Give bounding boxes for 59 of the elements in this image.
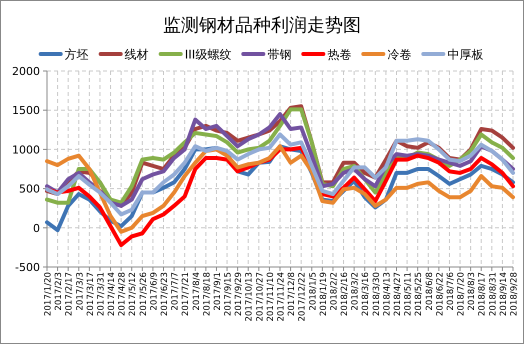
- x-tick-label: 2017/4/28: [118, 272, 128, 316]
- x-tick-label: 2017/5/26: [138, 272, 149, 316]
- x-tick-label: 2017/11/10: [266, 272, 276, 322]
- x-tick-label: 2017/7/21: [181, 272, 192, 316]
- y-tick-label: 1500: [12, 104, 40, 118]
- y-tick-label: -500: [15, 261, 40, 274]
- y-tick-label: 0: [33, 222, 40, 235]
- chart-title: 监测钢材品种利润走势图: [163, 15, 361, 36]
- x-tick-label: 2017/6/23: [160, 272, 170, 316]
- x-tick-label: 2017/10/27: [255, 272, 266, 322]
- x-tick-label: 2017/2/3: [54, 272, 64, 311]
- x-tick-label: 2017/4/14: [107, 272, 118, 316]
- x-tick-label: 2018/4/13: [382, 272, 392, 316]
- x-tick-label: 2017/10/13: [244, 272, 255, 322]
- x-tick-label: 2017/11/24: [276, 272, 286, 322]
- legend-label: 带钢: [267, 48, 292, 62]
- x-tick-label: 2018/8/3: [467, 272, 478, 311]
- legend-label: 线材: [124, 48, 149, 62]
- x-tick-label: 2017/9/1: [212, 272, 223, 311]
- x-tick-label: 2018/5/11: [404, 272, 414, 316]
- x-tick-label: 2018/6/8: [424, 272, 435, 311]
- x-tick-label: 2018/8/17: [478, 272, 488, 316]
- x-tick-label: 2017/12/22: [298, 272, 308, 322]
- x-tick-label: 2018/3/16: [361, 272, 372, 316]
- x-tick-label: 2017/8/4: [192, 272, 202, 311]
- x-tick-label: 2017/1/20: [44, 272, 54, 316]
- x-tick-label: 2018/9/28: [510, 272, 520, 316]
- legend-label: 方坯: [64, 48, 89, 62]
- x-tick-label: 2018/1/19: [318, 272, 329, 316]
- x-tick-label: 2018/2/2: [329, 272, 340, 311]
- legend-label: 热卷: [327, 48, 352, 62]
- x-tick-label: 2017/7/7: [170, 272, 181, 311]
- x-tick-label: 2018/8/31: [488, 272, 498, 316]
- legend-label: 中厚板: [447, 48, 484, 62]
- x-tick-label: 2017/3/17: [86, 272, 96, 316]
- x-tick-label: 2018/3/30: [372, 272, 382, 316]
- x-tick-label: 2017/9/15: [224, 272, 234, 316]
- x-tick-label: 2018/5/25: [414, 272, 424, 316]
- x-tick-label: 2018/2/16: [340, 272, 350, 316]
- x-tick-label: 2018/7/6: [446, 272, 456, 311]
- x-tick-label: 2017/3/31: [96, 272, 106, 316]
- legend-label: III级螺纹: [184, 48, 232, 62]
- x-tick-label: 2018/4/27: [393, 272, 403, 316]
- x-tick-label: 2017/5/12: [128, 272, 138, 316]
- x-tick-label: 2018/1/5: [308, 272, 318, 311]
- x-tick-label: 2017/12/8: [287, 272, 298, 316]
- x-tick-label: 2017/6/9: [149, 272, 160, 311]
- x-tick-label: 2018/3/2: [350, 272, 361, 311]
- y-tick-label: 500: [19, 182, 40, 196]
- y-tick-label: 2000: [12, 65, 40, 78]
- x-tick-label: 2017/8/18: [202, 272, 212, 316]
- x-tick-label: 2018/7/20: [456, 272, 467, 316]
- legend-label: 冷卷: [387, 48, 412, 62]
- x-tick-label: 2018/6/22: [435, 272, 446, 316]
- x-tick-label: 2017/3/3: [75, 272, 86, 311]
- x-tick-label: 2018/9/14: [498, 272, 509, 316]
- x-tick-label: 2017/9/29: [234, 272, 244, 316]
- x-tick-label: 2017/2/17: [64, 272, 75, 316]
- y-tick-label: 1000: [12, 143, 40, 156]
